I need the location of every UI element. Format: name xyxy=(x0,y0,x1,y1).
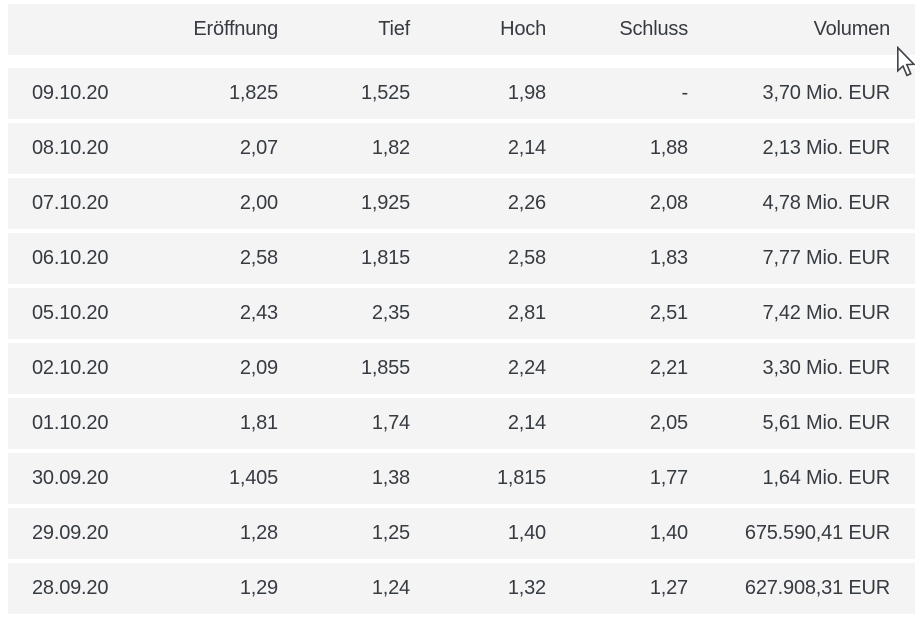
cell-volumen: 3,30 Mio. EUR xyxy=(762,357,891,379)
cell-eroeffnung: 1,81 xyxy=(239,412,278,434)
cell-date: 09.10.20 xyxy=(32,82,109,104)
cell-date: 28.09.20 xyxy=(32,577,109,599)
mouse-arrow-cursor xyxy=(897,46,915,77)
cell-date: 29.09.20 xyxy=(32,522,109,544)
cell-volumen: 3,70 Mio. EUR xyxy=(762,82,891,104)
table-body: 09.10.20 1,825 1,525 1,98 - 3,70 Mio. EU… xyxy=(8,68,915,614)
cell-volumen: 5,61 Mio. EUR xyxy=(762,412,891,434)
cell-volumen: 627.908,31 EUR xyxy=(744,577,890,599)
cell-hoch: 1,40 xyxy=(507,522,546,544)
cell-tief: 1,925 xyxy=(360,192,410,214)
cell-hoch: 2,26 xyxy=(507,192,546,214)
cell-date: 01.10.20 xyxy=(32,412,109,434)
header-cell-volumen: Volumen xyxy=(813,18,891,40)
cell-volumen: 7,77 Mio. EUR xyxy=(762,247,891,269)
cell-schluss: 2,51 xyxy=(649,302,688,324)
table-header-row: Eröffnung Tief Hoch Schluss Volumen xyxy=(8,4,915,55)
cell-eroeffnung: 1,825 xyxy=(228,82,278,104)
cell-hoch: 2,14 xyxy=(507,137,546,159)
cell-hoch: 1,815 xyxy=(496,467,546,489)
cell-date: 05.10.20 xyxy=(32,302,109,324)
cell-schluss: - xyxy=(681,82,689,104)
cell-tief: 1,74 xyxy=(371,412,410,434)
cell-date: 07.10.20 xyxy=(32,192,109,214)
cell-schluss: 1,88 xyxy=(649,137,688,159)
cell-hoch: 2,24 xyxy=(507,357,546,379)
price-history-table: Eröffnung Tief Hoch Schluss Volumen 09.1… xyxy=(8,4,915,618)
cell-schluss: 2,08 xyxy=(649,192,688,214)
cell-tief: 1,855 xyxy=(360,357,410,379)
cell-tief: 1,25 xyxy=(371,522,410,544)
table-row: 02.10.20 2,09 1,855 2,24 2,21 3,30 Mio. … xyxy=(8,343,915,394)
header-cell-date-empty xyxy=(8,4,150,55)
cell-eroeffnung: 2,58 xyxy=(239,247,278,269)
cell-eroeffnung: 1,28 xyxy=(239,522,278,544)
table-row: 29.09.20 1,28 1,25 1,40 1,40 675.590,41 … xyxy=(8,508,915,559)
cell-eroeffnung: 1,29 xyxy=(239,577,278,599)
cell-hoch: 1,32 xyxy=(507,577,546,599)
cell-date: 02.10.20 xyxy=(32,357,109,379)
cell-schluss: 2,05 xyxy=(649,412,688,434)
header-cell-tief: Tief xyxy=(378,18,410,40)
cell-eroeffnung: 2,07 xyxy=(239,137,278,159)
cell-eroeffnung: 2,09 xyxy=(239,357,278,379)
header-cell-eroeffnung: Eröffnung xyxy=(193,18,278,40)
cell-tief: 1,82 xyxy=(371,137,410,159)
table-row: 30.09.20 1,405 1,38 1,815 1,77 1,64 Mio.… xyxy=(8,453,915,504)
table-row: 28.09.20 1,29 1,24 1,32 1,27 627.908,31 … xyxy=(8,563,915,614)
cell-tief: 1,815 xyxy=(360,247,410,269)
cell-schluss: 1,77 xyxy=(649,467,688,489)
cell-schluss: 1,40 xyxy=(649,522,688,544)
cell-eroeffnung: 2,43 xyxy=(239,302,278,324)
cell-date: 30.09.20 xyxy=(32,467,109,489)
header-cell-schluss: Schluss xyxy=(619,18,688,40)
cell-hoch: 2,58 xyxy=(507,247,546,269)
table-row: 09.10.20 1,825 1,525 1,98 - 3,70 Mio. EU… xyxy=(8,68,915,119)
cell-hoch: 1,98 xyxy=(507,82,546,104)
cell-tief: 1,24 xyxy=(371,577,410,599)
cell-volumen: 7,42 Mio. EUR xyxy=(762,302,891,324)
table-row: 07.10.20 2,00 1,925 2,26 2,08 4,78 Mio. … xyxy=(8,178,915,229)
cell-schluss: 1,27 xyxy=(649,577,688,599)
table-row: 06.10.20 2,58 1,815 2,58 1,83 7,77 Mio. … xyxy=(8,233,915,284)
cell-hoch: 2,14 xyxy=(507,412,546,434)
table-row: 05.10.20 2,43 2,35 2,81 2,51 7,42 Mio. E… xyxy=(8,288,915,339)
cell-volumen: 675.590,41 EUR xyxy=(744,522,890,544)
header-cell-hoch: Hoch xyxy=(500,18,546,40)
cell-volumen: 4,78 Mio. EUR xyxy=(762,192,891,214)
cell-eroeffnung: 1,405 xyxy=(228,467,278,489)
cell-date: 06.10.20 xyxy=(32,247,109,269)
cell-volumen: 1,64 Mio. EUR xyxy=(762,467,891,489)
cell-eroeffnung: 2,00 xyxy=(239,192,278,214)
cell-schluss: 2,21 xyxy=(649,357,688,379)
cell-volumen: 2,13 Mio. EUR xyxy=(762,137,891,159)
cell-schluss: 1,83 xyxy=(649,247,688,269)
table-row: 01.10.20 1,81 1,74 2,14 2,05 5,61 Mio. E… xyxy=(8,398,915,449)
cell-tief: 2,35 xyxy=(371,302,410,324)
cell-hoch: 2,81 xyxy=(507,302,546,324)
cell-date: 08.10.20 xyxy=(32,137,109,159)
cell-tief: 1,38 xyxy=(371,467,410,489)
table-row: 08.10.20 2,07 1,82 2,14 1,88 2,13 Mio. E… xyxy=(8,123,915,174)
cell-tief: 1,525 xyxy=(360,82,410,104)
